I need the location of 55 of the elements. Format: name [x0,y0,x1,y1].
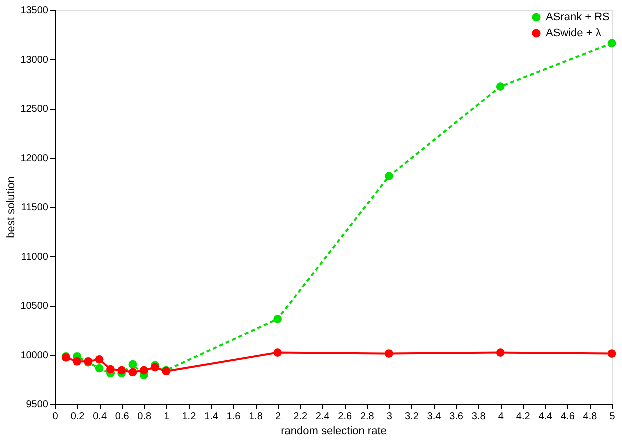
y-tick-label: 13500 [20,6,49,16]
x-tick-label: 0.2 [70,412,86,422]
point [385,172,394,181]
x-tick-label: 1.8 [249,412,264,422]
x-tick-label: 2 [276,412,282,422]
x-tick-label: 5 [610,412,616,422]
x-tick-label: 0.6 [115,412,130,422]
point [95,356,104,364]
point [496,348,505,357]
x-tick-label: 1.2 [182,412,197,422]
x-tick-label: 2.8 [360,412,375,422]
legend-label: ASwide + λ [546,28,602,40]
x-tick-label: 3.4 [427,412,442,422]
x-tick-label: 2.4 [316,412,330,422]
x-tick-label: 4 [498,412,504,422]
x-tick-label: 2.2 [294,412,308,422]
x-tick-label: 4.4 [538,412,554,422]
point [128,360,138,369]
x-tick-label: 3.8 [472,412,486,422]
point [73,357,82,366]
x-tick-label: 4.8 [583,412,598,422]
y-tick-label: 11000 [21,252,49,263]
x-tick-label: 3.2 [405,412,420,422]
x-tick-label: 3.6 [450,412,464,422]
y-tick-label: 11500 [21,202,49,214]
point [496,82,505,92]
x-tick-label: 4.2 [516,412,531,422]
point [118,366,126,375]
y-tick-label: 9500 [26,400,49,410]
y-tick-label: 12500 [20,104,49,115]
x-tick-label: 2.6 [338,412,353,422]
y-tick-label: 10500 [20,301,49,312]
legend-label: ASrank + RS [546,12,610,24]
point [385,350,394,358]
point [140,366,148,375]
point [274,348,282,357]
point [128,368,138,377]
x-tick-label: 1.4 [204,412,219,422]
y-tick-label: 10000 [20,350,49,362]
y-tick-label: 13000 [20,54,49,66]
x-axis-title: random selection rate [281,426,387,438]
x-tick-label: 1 [164,412,170,422]
x-tick-label: 0.8 [138,412,152,422]
point [274,315,282,324]
point [95,364,104,373]
x-tick-label: 0.4 [93,412,108,422]
point [608,350,616,358]
x-tick-label: 4.6 [560,412,576,422]
y-axis-title: best solution [6,176,18,238]
y-tick-label: 12000 [20,153,49,164]
x-tick-label: 0 [52,412,59,422]
point [608,39,616,48]
point [106,365,115,374]
x-tick-label: 1.6 [226,412,242,422]
x-tick-label: 3 [386,412,393,422]
